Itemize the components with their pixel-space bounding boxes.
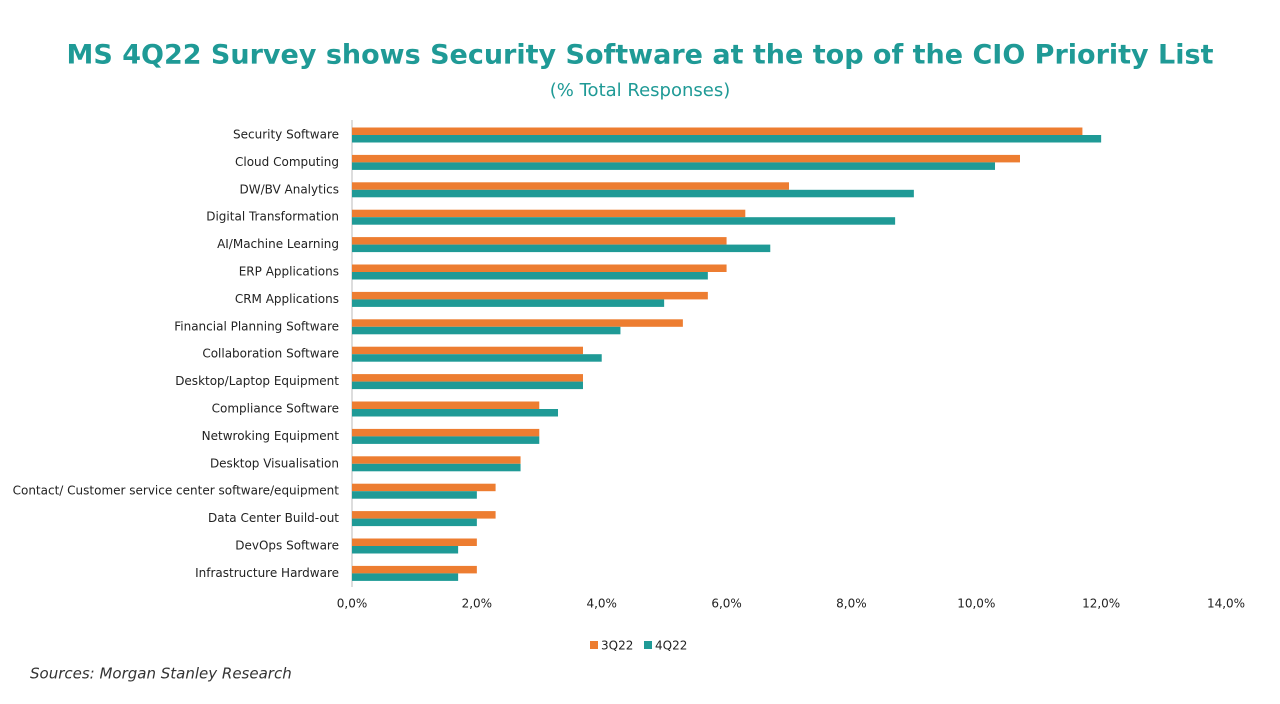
y-tick-label: Digital Transformation (206, 210, 339, 224)
x-tick-label: 12,0% (1082, 597, 1120, 611)
bar (352, 182, 789, 190)
bar (352, 154, 1020, 163)
x-tick-label: 14,0% (1207, 597, 1245, 611)
bar (352, 244, 771, 253)
x-tick-label: 0,0% (337, 597, 368, 611)
legend-swatch (590, 641, 598, 649)
legend-swatch (644, 641, 652, 649)
bar (352, 491, 477, 499)
bar (352, 326, 621, 335)
bar (352, 573, 459, 581)
y-tick-label: Cloud Computing (235, 155, 339, 169)
bar (352, 189, 914, 198)
y-tick-label: Collaboration Software (202, 347, 339, 361)
legend-label: 3Q22 (601, 639, 633, 653)
bar (352, 538, 477, 546)
y-tick-label: Financial Planning Software (174, 319, 339, 333)
source-note: Sources: Morgan Stanley Research (30, 665, 292, 683)
x-tick-label: 10,0% (957, 597, 995, 611)
bar (352, 565, 477, 574)
y-tick-label: Data Center Build-out (208, 511, 339, 525)
bar (352, 217, 896, 225)
legend-label: 4Q22 (655, 639, 687, 653)
chart-subtitle: (% Total Responses) (550, 80, 730, 101)
bar (352, 436, 540, 444)
y-tick-label: Contact/ Customer service center softwar… (13, 484, 340, 498)
bar (352, 381, 583, 390)
bar (352, 374, 583, 382)
bar (352, 237, 727, 245)
bar (352, 162, 996, 170)
chart-title: MS 4Q22 Survey shows Security Software a… (67, 40, 1214, 71)
bar (352, 401, 540, 409)
x-tick-label: 2,0% (462, 597, 493, 611)
bar (352, 209, 746, 218)
bar (352, 127, 1083, 135)
bar (352, 299, 665, 307)
y-tick-label: CRM Applications (235, 292, 339, 306)
y-tick-label: Netwroking Equipment (202, 429, 340, 443)
y-tick-label: Infrastructure Hardware (195, 566, 339, 580)
bar (352, 518, 477, 527)
bar (352, 546, 459, 554)
x-tick-label: 8,0% (836, 597, 867, 611)
bar (352, 463, 521, 472)
bar (352, 483, 496, 492)
x-tick-label: 6,0% (711, 597, 742, 611)
bar (352, 428, 540, 437)
y-tick-label: DevOps Software (235, 539, 339, 553)
bar (352, 409, 559, 417)
bar (352, 511, 496, 519)
y-tick-label: DW/BV Analytics (239, 182, 339, 196)
bar (352, 346, 583, 355)
bar (352, 319, 683, 327)
y-tick-label: AI/Machine Learning (217, 237, 339, 251)
y-tick-label: ERP Applications (239, 265, 339, 279)
y-tick-label: Desktop/Laptop Equipment (175, 374, 339, 388)
bar (352, 456, 521, 464)
y-tick-label: Desktop Visualisation (210, 456, 339, 470)
x-tick-label: 4,0% (586, 597, 617, 611)
bar (352, 272, 708, 280)
bar (352, 135, 1102, 143)
y-tick-label: Security Software (233, 128, 339, 142)
bar (352, 264, 727, 272)
y-tick-label: Compliance Software (212, 402, 339, 416)
bar (352, 354, 602, 362)
bar (352, 291, 708, 300)
